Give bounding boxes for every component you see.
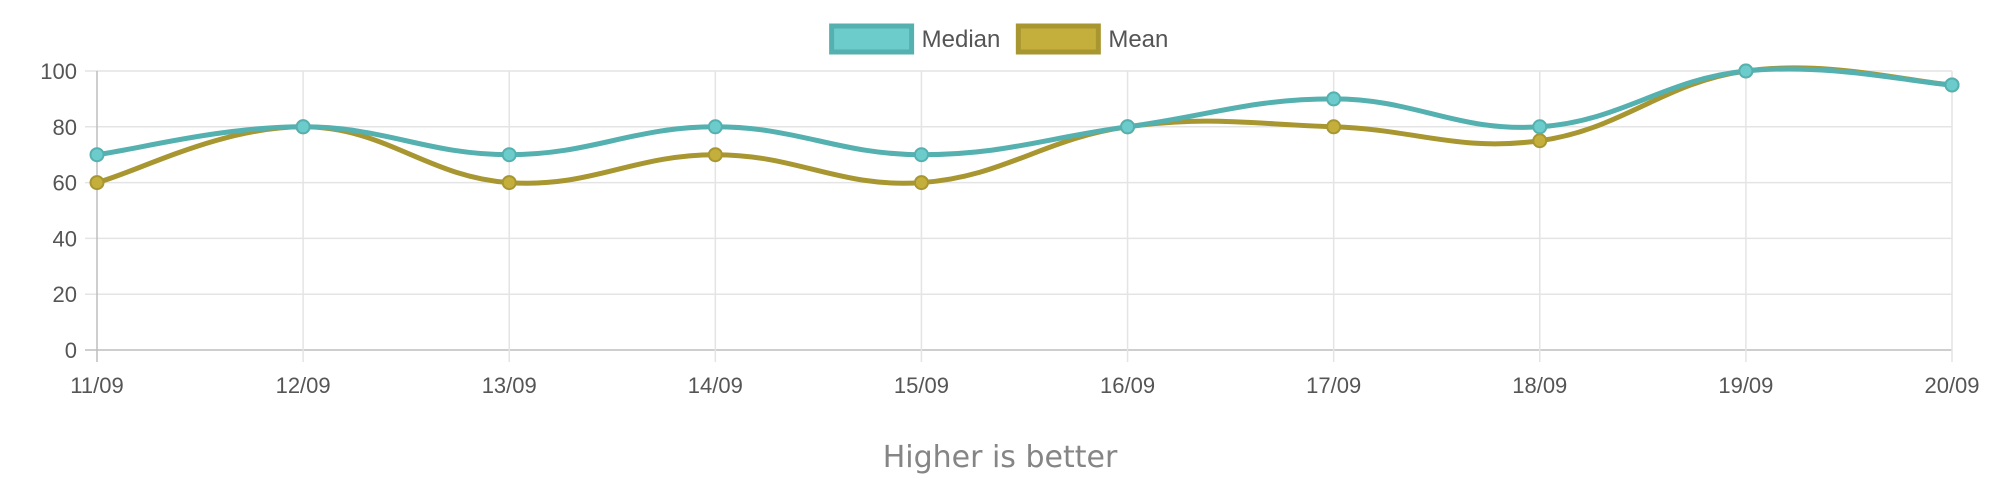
y-tick-label: 80 — [53, 115, 77, 140]
x-tick-label: 20/09 — [1924, 373, 1979, 398]
chart-caption: Higher is better — [882, 440, 1118, 475]
y-tick-label: 0 — [65, 338, 77, 363]
data-point-median[interactable] — [1326, 91, 1342, 107]
x-tick-label: 15/09 — [894, 373, 949, 398]
data-point-median[interactable] — [1532, 119, 1548, 135]
x-tick-label: 11/09 — [70, 373, 123, 398]
x-tick-label: 18/09 — [1512, 373, 1567, 398]
data-point-median[interactable] — [1738, 63, 1754, 79]
series-line-mean — [94, 65, 1955, 186]
data-point-mean[interactable] — [89, 175, 105, 191]
data-point-mean[interactable] — [1326, 119, 1342, 135]
legend-label-median[interactable]: Median — [922, 26, 1001, 53]
x-tick-label: 12/09 — [276, 373, 331, 398]
y-tick-label: 100 — [40, 59, 77, 84]
data-point-mean[interactable] — [1532, 133, 1548, 149]
series-line-median — [94, 66, 1955, 158]
y-tick-label: 40 — [53, 226, 77, 251]
x-tick-label: 14/09 — [688, 373, 743, 398]
data-point-median[interactable] — [295, 119, 311, 135]
legend-swatch-mean[interactable] — [1015, 23, 1101, 55]
x-tick-label: 13/09 — [482, 373, 537, 398]
data-point-median[interactable] — [89, 147, 105, 163]
x-tick-label: 17/09 — [1306, 373, 1361, 398]
y-tick-label: 20 — [53, 282, 77, 307]
x-tick-label: 16/09 — [1100, 373, 1155, 398]
legend-swatch-median[interactable] — [829, 23, 915, 55]
data-point-mean[interactable] — [501, 175, 517, 191]
data-point-mean[interactable] — [913, 175, 929, 191]
y-tick-label: 60 — [53, 171, 77, 196]
data-point-median[interactable] — [1944, 77, 1960, 93]
legend-label-mean[interactable]: Mean — [1108, 26, 1168, 53]
data-point-median[interactable] — [913, 147, 929, 163]
data-point-median[interactable] — [501, 147, 517, 163]
data-point-median[interactable] — [707, 119, 723, 135]
data-point-median[interactable] — [1120, 119, 1136, 135]
x-tick-label: 19/09 — [1718, 373, 1773, 398]
data-point-mean[interactable] — [707, 147, 723, 163]
